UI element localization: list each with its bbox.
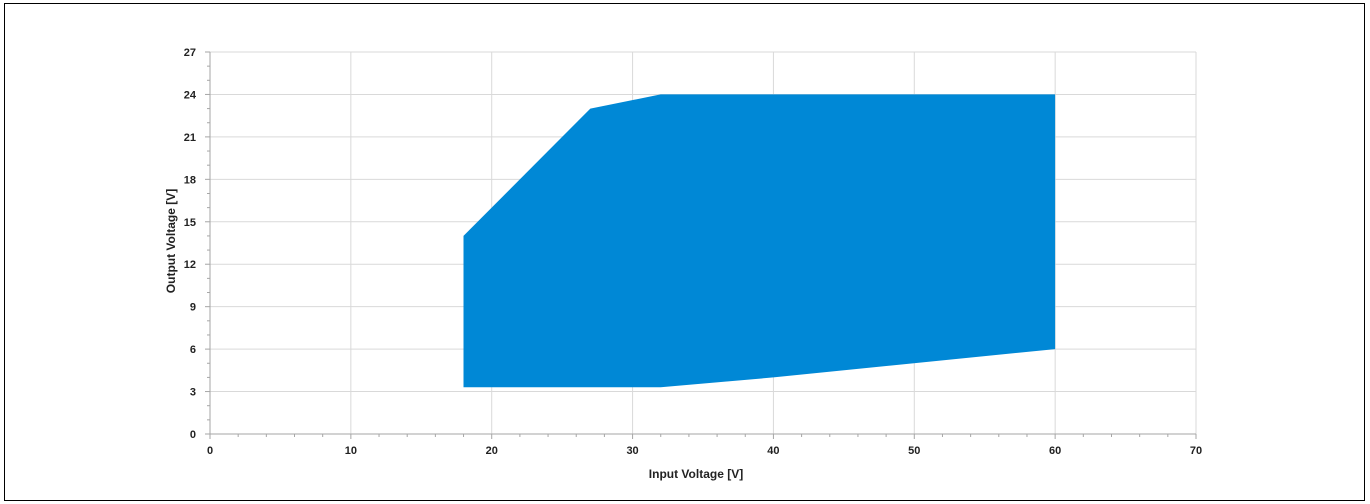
x-tick-label: 60 <box>1049 445 1061 457</box>
axis-layer <box>205 51 1197 439</box>
area-layer <box>463 94 1056 388</box>
y-tick-label: 24 <box>184 89 197 101</box>
x-tick-label: 40 <box>767 445 779 457</box>
x-tick-label: 50 <box>908 445 920 457</box>
y-tick-label: 12 <box>184 259 196 271</box>
operating-area-0 <box>463 94 1056 388</box>
y-tick-label: 21 <box>184 132 196 144</box>
x-tick-label: 10 <box>345 445 357 457</box>
label-layer: 0 10 20 30 40 50 60 70 0 3 6 9 12 15 18 21 24 27 <box>184 47 1202 457</box>
y-tick-label: 3 <box>190 387 196 399</box>
y-tick-label: 0 <box>190 429 196 441</box>
x-axis-title: Input Voltage [V] <box>649 467 743 481</box>
y-tick-label: 18 <box>184 174 196 186</box>
y-tick-label: 9 <box>190 302 196 314</box>
y-tick-label: 27 <box>184 47 196 59</box>
x-tick-label: 30 <box>626 445 638 457</box>
x-tick-label: 0 <box>207 445 213 457</box>
y-tick-label: 6 <box>190 344 196 356</box>
x-tick-label: 70 <box>1190 445 1202 457</box>
y-tick-label: 15 <box>184 217 196 229</box>
y-axis-title: Output Voltage [V] <box>164 189 178 293</box>
x-tick-label: 20 <box>486 445 498 457</box>
